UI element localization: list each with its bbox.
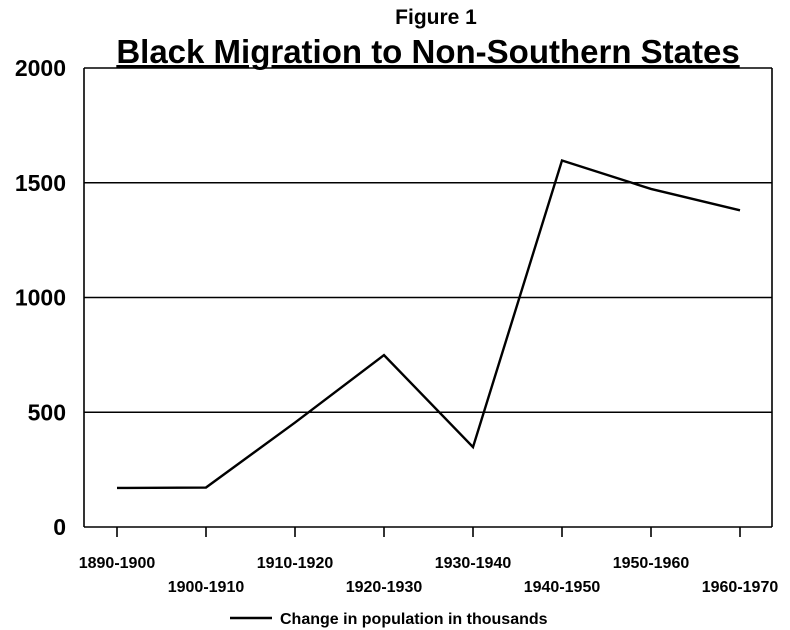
x-tick-label: 1890-1900 [79,555,156,572]
figure-label: Figure 1 [395,6,477,29]
x-tick-label: 1950-1960 [613,555,690,572]
series-line-0 [116,158,741,490]
x-tick-label: 1900-1910 [168,579,245,596]
series-layer [116,158,741,490]
x-tick-label: 1920-1930 [346,579,423,596]
x-tick-label: 1960-1970 [702,579,779,596]
x-tick-label: 1930-1940 [435,555,512,572]
y-tick-label: 500 [28,399,66,425]
y-tick-label: 0 [53,514,66,540]
x-tick-labels: 1890-1900 1900-1910 1910-1920 1920-1930 1930… [79,555,779,596]
y-tick-label: 1500 [15,170,66,196]
chart-title: Black Migration to Non-Southern States [116,33,739,70]
y-tick-label: 2000 [15,55,66,81]
legend: Change in population in thousands [230,611,548,628]
x-tick-label: 1910-1920 [257,555,334,572]
grid-lines [84,67,772,414]
axes [83,68,773,537]
legend-label: Change in population in thousands [280,611,548,628]
x-tick-label: 1940-1950 [524,579,601,596]
y-tick-labels: 0 500 1000 1500 2000 [15,55,66,540]
y-tick-label: 1000 [15,285,66,311]
